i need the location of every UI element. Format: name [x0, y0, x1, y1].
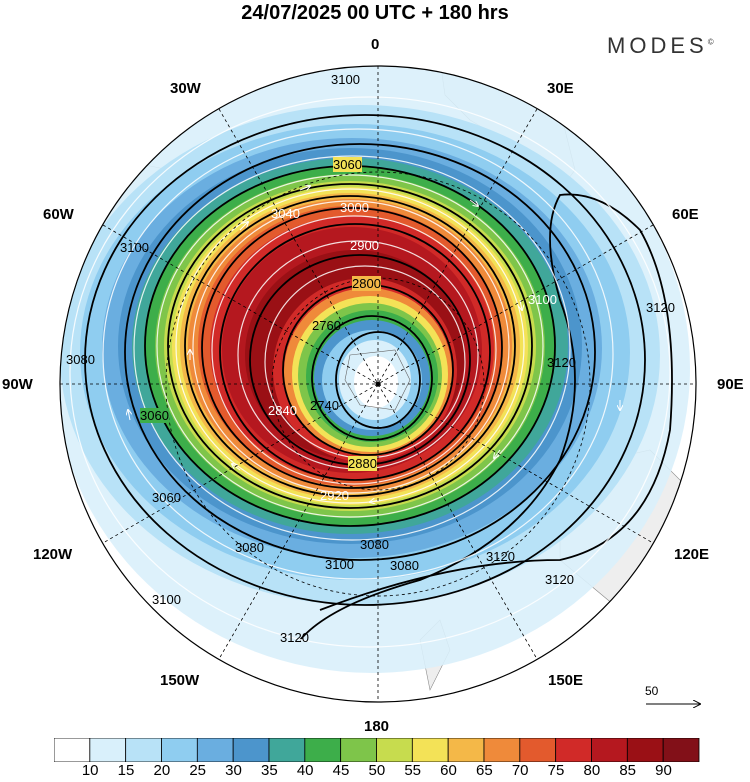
contour-label: 3100	[528, 292, 557, 307]
contour-label: 2760	[312, 318, 341, 333]
lon-label-0: 0	[371, 36, 380, 53]
lon-label-150e: 150E	[548, 672, 584, 689]
contour-label: 3100	[325, 557, 354, 572]
contour-label: 2800	[352, 276, 381, 291]
contour-label: 3000	[340, 200, 369, 215]
contour-label: 3120	[486, 549, 515, 564]
colorbar-swatch	[483, 738, 521, 762]
colorbar-tick-label: 85	[619, 762, 637, 779]
lon-label-90w: 90W	[2, 376, 33, 393]
contour-label: 3040	[271, 206, 300, 221]
lon-label-60e: 60E	[672, 206, 699, 223]
colorbar-swatch	[232, 738, 270, 762]
contour-label: 3080	[235, 540, 264, 555]
colorbar-tick-label: 10	[81, 762, 99, 779]
colorbar-tick-label: 55	[404, 762, 422, 779]
colorbar-swatch	[89, 738, 127, 762]
contour-label: 2880	[348, 456, 377, 471]
colorbar-swatch	[304, 738, 342, 762]
colorbar-swatch	[376, 738, 413, 762]
colorbar-tick-label: 45	[332, 762, 350, 779]
colorbar-tick-label: 70	[511, 762, 529, 779]
contour-label: 3100	[120, 240, 149, 255]
contour-label: 3060	[140, 408, 169, 423]
pole-marker	[375, 381, 381, 387]
contour-label: 2740	[310, 398, 339, 413]
colorbar-tick-label: 15	[117, 762, 135, 779]
colorbar-tick-label: 50	[368, 762, 386, 779]
colorbar-swatch	[340, 738, 377, 762]
colorbar-swatch	[161, 738, 198, 762]
colorbar-swatch	[519, 738, 557, 762]
colorbar-swatch	[411, 738, 449, 762]
brand-mark: ©	[707, 37, 714, 47]
brand-logo: MODES©	[607, 33, 714, 59]
contour-label: 3060	[333, 157, 362, 172]
lon-label-120e: 120E	[674, 546, 710, 563]
map-boundary	[59, 65, 697, 703]
colorbar-swatch	[555, 738, 592, 762]
colorbar-swatch	[662, 738, 700, 762]
contour-label: 2840	[268, 403, 297, 418]
wind-streamlines	[69, 96, 671, 648]
contour-label: 3120	[545, 572, 574, 587]
colorbar-tick-label: 75	[547, 762, 565, 779]
contour-label: 3120	[280, 630, 309, 645]
colorbar-swatch	[591, 738, 628, 762]
brand-text: MODES	[607, 33, 708, 58]
contour-label: 3080	[360, 537, 389, 552]
lon-label-150w: 150W	[160, 672, 200, 689]
lon-label-120w: 120W	[33, 546, 73, 563]
colorbar-swatch	[447, 738, 485, 762]
colorbar-tick-label: 60	[440, 762, 457, 779]
contour-label: 3060	[152, 490, 181, 505]
map-title: 24/07/2025 00 UTC + 180 hrs	[241, 2, 509, 24]
lon-label-30e: 30E	[547, 80, 574, 97]
colorbar-swatch	[54, 738, 91, 762]
vector-scale-label: 50	[645, 684, 659, 698]
contour-label: 3080	[66, 352, 95, 367]
contour-label: 3100	[152, 592, 181, 607]
contour-label: 3100	[331, 72, 360, 87]
colorbar-swatch	[268, 738, 306, 762]
lon-label-60w: 60W	[43, 206, 74, 223]
colorbar-swatch	[196, 738, 234, 762]
colorbar-swatch	[626, 738, 664, 762]
vector-scale-arrow	[646, 696, 710, 712]
contour-label: 3080	[390, 558, 419, 573]
colorbar-tick-label: 35	[261, 762, 278, 779]
colorbar-tick-label: 20	[153, 762, 171, 779]
lon-label-90e: 90E	[717, 376, 744, 393]
colorbar	[54, 738, 700, 762]
landmass-antarctica	[344, 349, 411, 411]
colorbar-tick-label: 80	[583, 762, 601, 779]
colorbar-tick-label: 25	[189, 762, 207, 779]
lon-label-180: 180	[364, 718, 390, 735]
lon-label-30w: 30W	[170, 80, 201, 97]
colorbar-tick-label: 30	[225, 762, 242, 779]
colorbar-tick-label: 90	[655, 762, 672, 779]
contour-label: 2920	[320, 488, 349, 503]
colorbar-tick-label: 40	[296, 762, 314, 779]
contour-label: 3120	[547, 355, 576, 370]
contour-label: 2900	[350, 238, 379, 253]
colorbar-swatch	[125, 738, 162, 762]
colorbar-tick-label: 65	[476, 762, 493, 779]
contour-label: 3120	[646, 300, 675, 315]
